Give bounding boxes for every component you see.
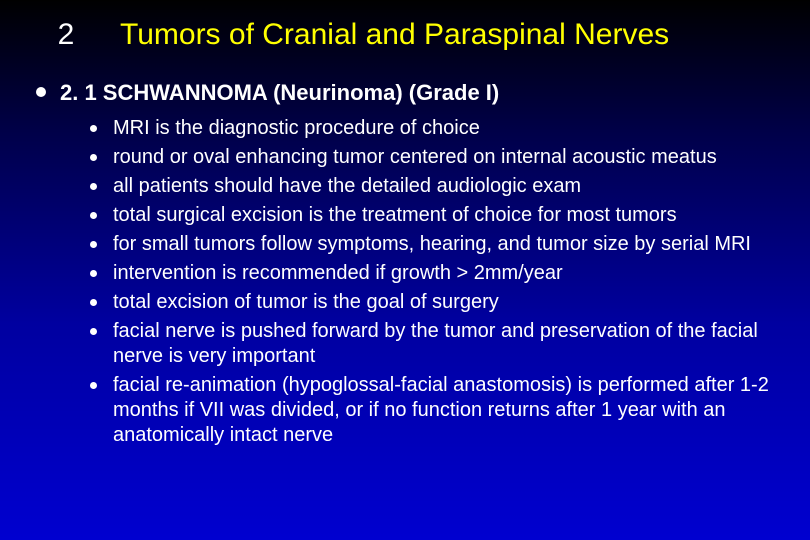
bullet-icon xyxy=(90,270,97,277)
bullet-icon xyxy=(90,154,97,161)
list-item: facial nerve is pushed forward by the tu… xyxy=(90,319,780,369)
list-item: for small tumors follow symptoms, hearin… xyxy=(90,232,780,257)
list-item: total excision of tumor is the goal of s… xyxy=(90,290,780,315)
bullet-icon xyxy=(90,212,97,219)
bullet-icon xyxy=(90,328,97,335)
list-item-text: facial re-animation (hypoglossal-facial … xyxy=(113,373,780,448)
list-item-text: for small tumors follow symptoms, hearin… xyxy=(113,232,751,257)
list-item-text: total excision of tumor is the goal of s… xyxy=(113,290,499,315)
list-item: total surgical excision is the treatment… xyxy=(90,203,780,228)
bullet-icon xyxy=(36,87,46,97)
slide: 2 Tumors of Cranial and Paraspinal Nerve… xyxy=(0,0,810,540)
list-item-text: facial nerve is pushed forward by the tu… xyxy=(113,319,780,369)
list-item-text: round or oval enhancing tumor centered o… xyxy=(113,145,717,170)
title-row: 2 Tumors of Cranial and Paraspinal Nerve… xyxy=(30,18,780,52)
list-item-text: all patients should have the detailed au… xyxy=(113,174,581,199)
section-heading: 2. 1 SCHWANNOMA (Neurinoma) (Grade I) xyxy=(60,80,499,106)
bullet-icon xyxy=(90,299,97,306)
title-number: 2 xyxy=(30,18,102,52)
title-text: Tumors of Cranial and Paraspinal Nerves xyxy=(120,18,669,52)
list-item-text: intervention is recommended if growth > … xyxy=(113,261,563,286)
bullet-icon xyxy=(90,183,97,190)
bullet-icon xyxy=(90,241,97,248)
bullet-icon xyxy=(90,382,97,389)
list-item: intervention is recommended if growth > … xyxy=(90,261,780,286)
list-item: all patients should have the detailed au… xyxy=(90,174,780,199)
list-item-text: total surgical excision is the treatment… xyxy=(113,203,677,228)
bullet-icon xyxy=(90,125,97,132)
list-item: round or oval enhancing tumor centered o… xyxy=(90,145,780,170)
list-item-text: MRI is the diagnostic procedure of choic… xyxy=(113,116,480,141)
list-item: MRI is the diagnostic procedure of choic… xyxy=(90,116,780,141)
list-item: facial re-animation (hypoglossal-facial … xyxy=(90,373,780,448)
bullet-list: MRI is the diagnostic procedure of choic… xyxy=(30,116,780,448)
section-heading-row: 2. 1 SCHWANNOMA (Neurinoma) (Grade I) xyxy=(30,80,780,106)
